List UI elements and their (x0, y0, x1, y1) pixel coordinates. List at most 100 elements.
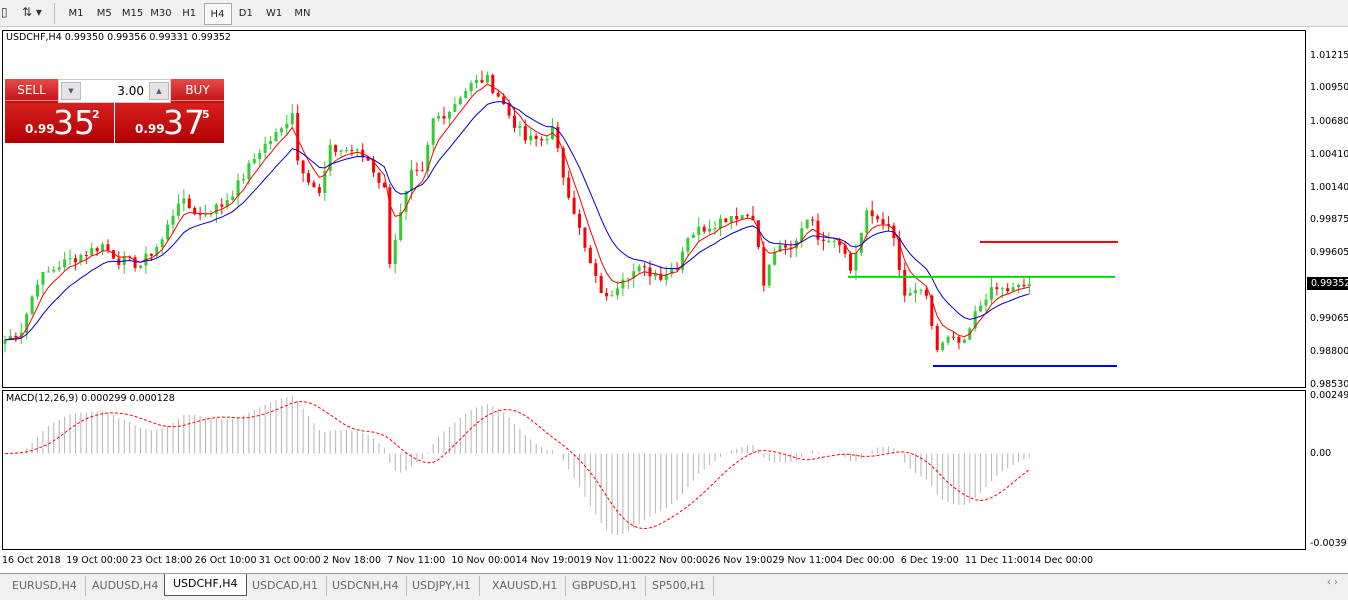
timeframe-m30[interactable]: M30 (150, 8, 172, 19)
candle-body (903, 269, 907, 296)
candle-body (962, 339, 966, 343)
timeframe-w1[interactable]: W1 (265, 8, 283, 19)
timeframe-h1[interactable]: H1 (182, 8, 197, 19)
candle-body (214, 204, 218, 214)
candle-body (1022, 284, 1026, 287)
candle-body (95, 248, 99, 252)
candle-body (458, 98, 462, 105)
buy-price[interactable]: 0.99 37 5 (115, 103, 224, 143)
lot-size-input[interactable] (81, 82, 147, 100)
candle-body (691, 234, 695, 238)
candle-body (865, 210, 869, 233)
time-axis-label: 6 Dec 19:00 (900, 555, 959, 566)
candle-body (301, 160, 305, 174)
timeframe-m5[interactable]: M5 (96, 8, 112, 19)
price-axis-label: 0.98530 (1310, 379, 1348, 390)
chart-tab[interactable]: GBPUSD,H1 (564, 576, 646, 596)
candle-body (106, 244, 110, 251)
candle-body (664, 274, 668, 280)
candle-body (979, 305, 983, 312)
candle-body (610, 295, 614, 297)
price-axis-label: 1.00950 (1310, 82, 1348, 94)
decrease-lot-button[interactable]: ▼ (61, 82, 81, 100)
sell-button[interactable]: SELL (5, 79, 58, 103)
candle-body (388, 187, 392, 265)
chart-tab[interactable]: USDCHF,H4 (164, 574, 247, 596)
candle-body (924, 289, 928, 296)
chart-canvas (3, 70, 1118, 535)
timeframe-d1[interactable]: D1 (238, 8, 253, 19)
candle-body (410, 169, 413, 191)
candle-body (859, 232, 863, 253)
candle-body (442, 116, 446, 119)
chart-tabs: EURUSD,H4 AUDUSD,H4 USDCHF,H4 USDCAD,H1 USDC… (0, 573, 1348, 600)
buy-button[interactable]: BUY (171, 79, 224, 103)
candle-body (653, 273, 657, 277)
timeframe-h4[interactable]: H4 (203, 3, 232, 25)
candle-body (561, 148, 565, 178)
candle-body (236, 180, 240, 197)
candle-body (193, 208, 197, 215)
candle-body (393, 240, 397, 265)
candle-body (973, 311, 977, 329)
time-axis-label: 4 Dec 00:00 (836, 555, 895, 566)
candle-body (312, 182, 316, 188)
candle-body (90, 248, 94, 256)
chart-tab[interactable]: USDCNH,H4 (324, 576, 408, 596)
candle-body (420, 170, 424, 172)
chart-tab[interactable]: AUDUSD,H4 (84, 576, 168, 596)
candle-body (447, 111, 451, 119)
chart-tab[interactable]: XAUUSD,H1 (484, 576, 567, 596)
candle-body (198, 214, 202, 216)
timeframe-toolbar: ▯ ⇅ ▾ M1 M5 M15 M30 H1 H4 D1 W1 MN (0, 0, 1348, 27)
timeframe-mn[interactable]: MN (294, 8, 311, 19)
tab-scroll-arrows[interactable]: ‹ › (1326, 577, 1338, 588)
divider (54, 3, 55, 24)
candle-body (681, 251, 684, 270)
candle-body (46, 271, 50, 273)
buy-price-fraction: 5 (202, 108, 210, 121)
chart-tab[interactable]: SP500,H1 (644, 576, 715, 596)
chart-tab[interactable]: USDJPY,H1 (404, 576, 480, 596)
candle-body (84, 255, 88, 257)
indicators-icon[interactable]: ⇅ ▾ (22, 5, 42, 19)
candle-body (783, 245, 787, 248)
template-icon[interactable]: ▯ (1, 5, 8, 19)
candle-body (756, 220, 760, 248)
sell-price-pips: 35 (53, 103, 95, 142)
candle-body (149, 253, 153, 256)
candle-body (773, 251, 777, 265)
candle-body (220, 204, 224, 207)
candle-body (946, 336, 950, 343)
timeframe-m15[interactable]: M15 (121, 8, 144, 19)
chart-tab[interactable]: EURUSD,H4 (4, 576, 86, 596)
candle-body (767, 264, 771, 286)
candle-body (111, 250, 115, 259)
time-axis-label: 19 Oct 00:00 (66, 555, 129, 566)
candle-body (805, 219, 809, 229)
price-chart[interactable] (2, 30, 1306, 388)
candle-body (583, 227, 587, 248)
chart-window[interactable]: USDCHF,H4 0.99350 0.99356 0.99331 0.9935… (0, 29, 1348, 573)
price-axis-label: 0.99605 (1310, 247, 1348, 259)
candle-body (908, 292, 912, 296)
sell-price[interactable]: 0.99 35 2 (5, 103, 114, 143)
macd-subwindow[interactable] (2, 390, 1306, 550)
candle-body (957, 337, 961, 343)
chart-tab[interactable]: USDCAD,H1 (244, 576, 327, 596)
candle-body (480, 79, 484, 83)
candle-body (729, 215, 733, 222)
sell-price-fraction: 2 (92, 108, 100, 121)
macd-axis-label: 0.002492 (1310, 390, 1348, 401)
candle-body (605, 292, 609, 297)
time-axis-label: 26 Nov 19:00 (708, 555, 773, 566)
increase-lot-button[interactable]: ▲ (149, 82, 169, 100)
candle-body (849, 253, 853, 271)
candle-body (339, 150, 343, 152)
timeframe-m1[interactable]: M1 (68, 8, 84, 19)
candle-body (350, 150, 354, 152)
time-axis-label: 10 Nov 00:00 (451, 555, 516, 566)
macd-label: MACD(12,26,9) 0.000299 0.000128 (6, 393, 175, 404)
time-axis-label: 16 Oct 2018 (2, 555, 61, 566)
candle-body (1027, 284, 1031, 287)
